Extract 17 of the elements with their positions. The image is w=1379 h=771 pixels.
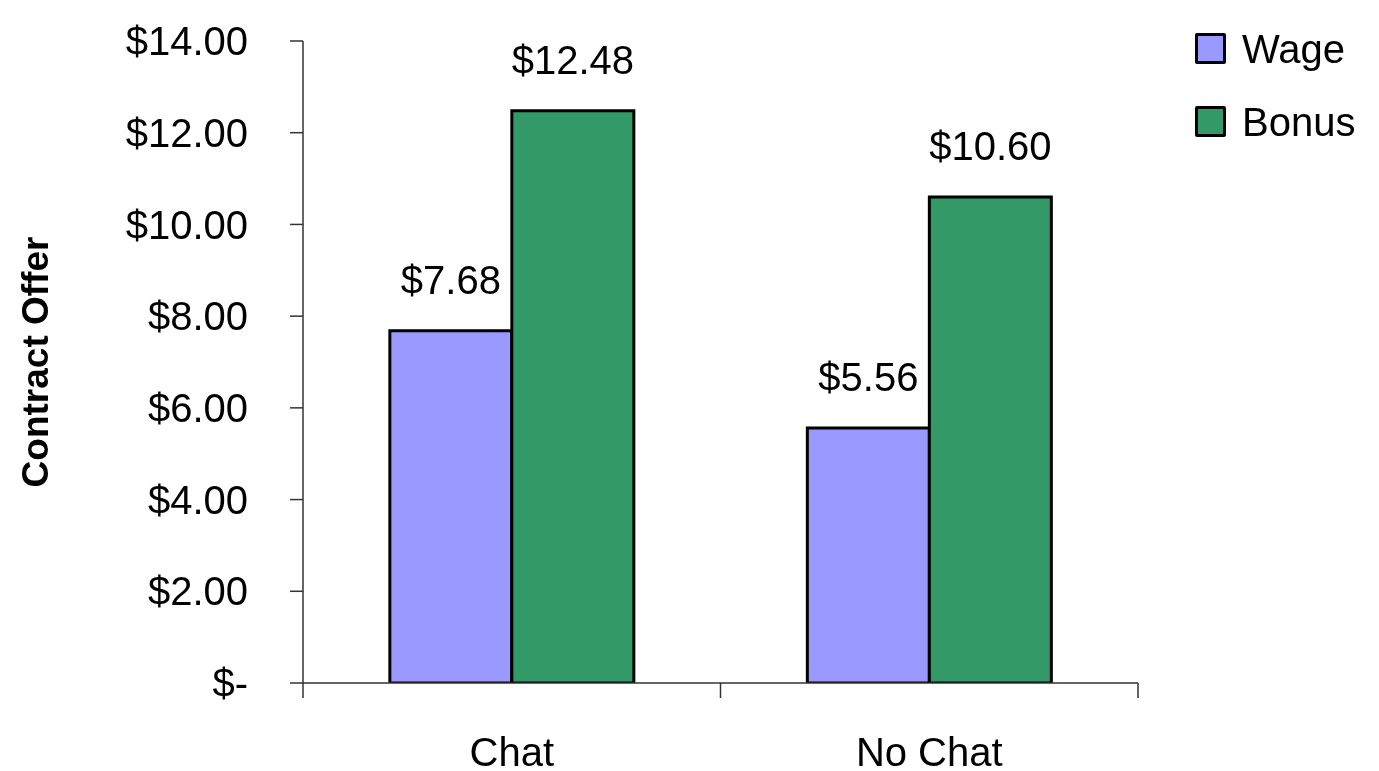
- y-tick-label: $10.00: [125, 202, 248, 247]
- y-tick-label: $6.00: [147, 386, 248, 431]
- data-label: $5.56: [818, 355, 919, 400]
- x-tick-label: No Chat: [855, 730, 1003, 771]
- y-axis-title: Contract Offer: [14, 236, 56, 488]
- y-tick-label: $8.00: [147, 294, 248, 339]
- data-label: $10.60: [929, 123, 1052, 168]
- data-label: $12.48: [511, 37, 635, 82]
- legend-label: Bonus: [1242, 98, 1356, 145]
- x-tick-label: Chat: [469, 730, 554, 771]
- y-tick-label: $-: [212, 661, 248, 706]
- y-tick-label: $12.00: [125, 110, 248, 155]
- legend-label: Wage: [1242, 25, 1346, 72]
- y-tick-label: $14.00: [125, 19, 248, 64]
- data-label: $7.68: [400, 257, 501, 302]
- y-tick-label: $4.00: [147, 477, 248, 522]
- y-tick-label: $2.00: [147, 569, 248, 614]
